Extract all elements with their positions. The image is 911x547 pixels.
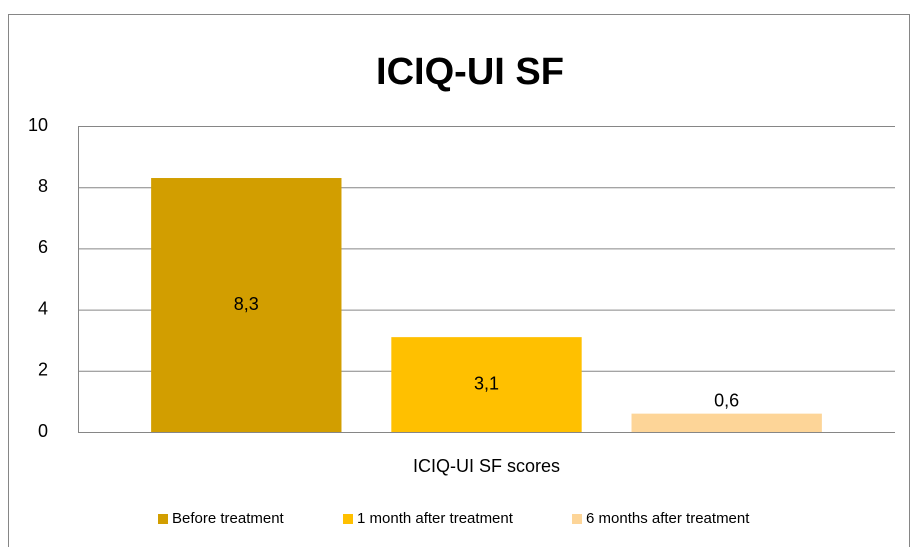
y-tick-label: 2 xyxy=(38,360,48,380)
bar xyxy=(151,178,342,432)
legend-label: Before treatment xyxy=(172,510,285,527)
legend-label: 6 months after treatment xyxy=(586,510,750,527)
chart-border xyxy=(8,14,910,547)
legend-swatch xyxy=(158,514,168,524)
data-label: 8,3 xyxy=(234,294,259,314)
legend-label: 1 month after treatment xyxy=(357,510,514,527)
y-tick-label: 4 xyxy=(38,298,48,318)
y-tick-label: 8 xyxy=(38,176,48,196)
y-tick-label: 10 xyxy=(28,115,48,135)
chart-title: ICIQ-UI SF xyxy=(376,51,564,93)
legend-swatch xyxy=(343,514,353,524)
y-tick-label: 6 xyxy=(38,237,48,257)
x-tick-label: ICIQ-UI SF scores xyxy=(413,456,560,476)
legend-swatch xyxy=(572,514,582,524)
data-label: 3,1 xyxy=(474,373,499,393)
bar xyxy=(391,337,582,432)
bar xyxy=(631,413,822,432)
y-tick-label: 0 xyxy=(38,421,48,441)
data-label: 0,6 xyxy=(714,390,739,410)
